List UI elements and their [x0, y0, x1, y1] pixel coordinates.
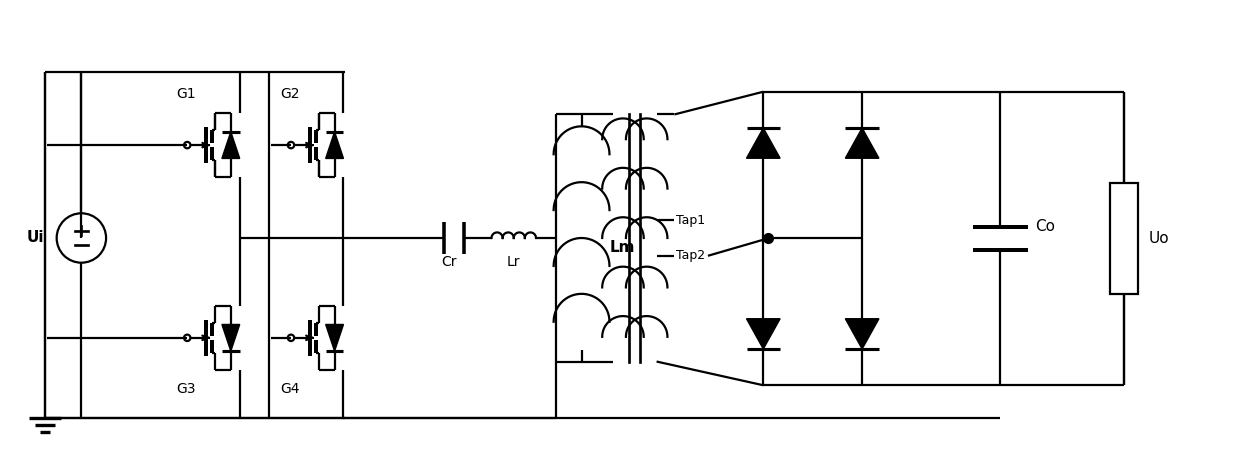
Text: Cr: Cr	[441, 255, 456, 269]
Text: Tap2: Tap2	[676, 249, 706, 262]
Text: G3: G3	[176, 382, 196, 396]
Text: G4: G4	[280, 382, 300, 396]
Text: Tap1: Tap1	[676, 214, 706, 227]
Text: Lr: Lr	[507, 255, 521, 269]
Polygon shape	[846, 319, 879, 349]
Polygon shape	[222, 324, 239, 351]
Polygon shape	[222, 132, 239, 159]
FancyBboxPatch shape	[1110, 183, 1138, 294]
Text: Uo: Uo	[1148, 231, 1169, 246]
Text: Lm: Lm	[609, 240, 635, 256]
Text: G2: G2	[280, 86, 300, 101]
Polygon shape	[326, 132, 343, 159]
Polygon shape	[846, 128, 879, 158]
Polygon shape	[746, 319, 780, 349]
Polygon shape	[746, 128, 780, 158]
Text: Ui: Ui	[26, 230, 43, 246]
Text: Co: Co	[1035, 219, 1055, 234]
Polygon shape	[326, 324, 343, 351]
Text: G1: G1	[176, 86, 196, 101]
